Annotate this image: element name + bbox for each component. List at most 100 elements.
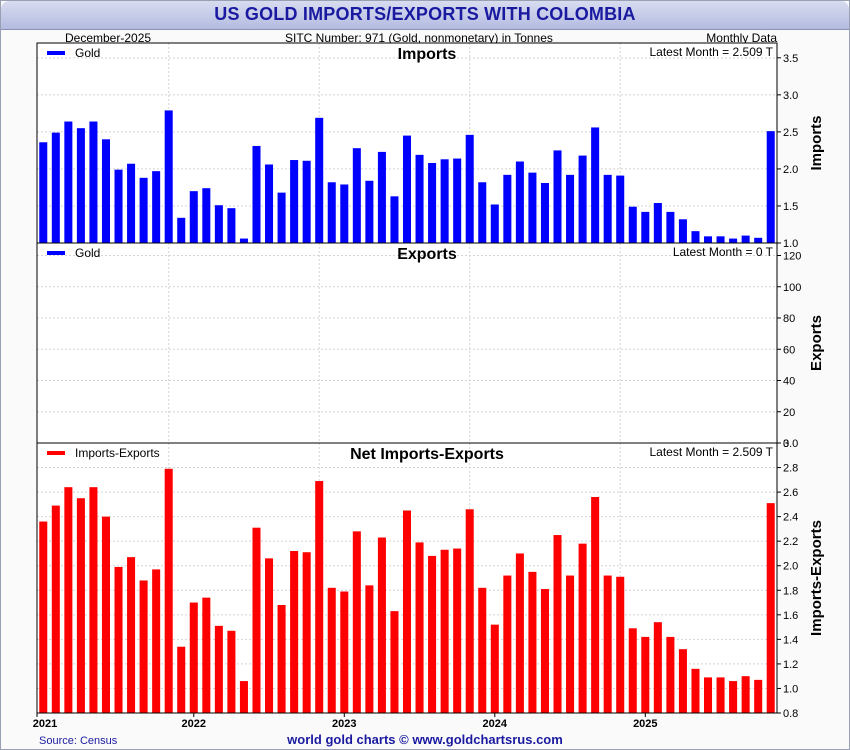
net-bar bbox=[704, 677, 713, 713]
imports-ytick-label: 3.5 bbox=[783, 53, 798, 65]
exports-legend-swatch bbox=[47, 251, 65, 255]
exports-ytick-label: 60 bbox=[783, 344, 795, 356]
net-bar bbox=[290, 551, 299, 713]
imports-bar bbox=[290, 160, 299, 243]
net-ytick-label: 1.4 bbox=[783, 634, 798, 646]
net-bar bbox=[390, 611, 399, 713]
net-bar bbox=[691, 668, 700, 713]
report-date: December-2025 bbox=[65, 31, 152, 45]
imports-bar bbox=[540, 183, 549, 243]
imports-bar bbox=[139, 177, 148, 243]
imports-bar bbox=[214, 205, 223, 243]
net-ytick-label: 3.0 bbox=[783, 438, 798, 450]
imports-bar bbox=[704, 236, 713, 243]
net-bar bbox=[465, 509, 474, 713]
imports-bar bbox=[641, 211, 650, 243]
net-ylabel: Imports-Exports bbox=[808, 520, 825, 636]
imports-bar bbox=[402, 135, 412, 243]
net-ytick-label: 2.0 bbox=[783, 561, 798, 573]
net-bar bbox=[741, 676, 750, 713]
net-ytick-label: 2.2 bbox=[783, 536, 798, 548]
imports-bar bbox=[89, 121, 98, 243]
net-bar bbox=[478, 587, 487, 713]
net-bar bbox=[101, 516, 110, 713]
xtick-year-label: 2023 bbox=[332, 718, 356, 730]
xtick-year-label: 2022 bbox=[182, 718, 206, 730]
imports-bar bbox=[365, 180, 374, 243]
net-bar bbox=[189, 602, 198, 713]
net-ytick-label: 2.6 bbox=[783, 487, 798, 499]
imports-bar bbox=[591, 127, 600, 243]
imports-bar bbox=[415, 154, 424, 243]
imports-latest-label: Latest Month = 2.509 T bbox=[649, 45, 773, 59]
net-bar bbox=[591, 497, 600, 713]
imports-bar bbox=[227, 208, 236, 243]
imports-legend-label: Gold bbox=[75, 46, 100, 60]
imports-bar bbox=[754, 237, 763, 243]
net-ytick-label: 2.4 bbox=[783, 512, 798, 524]
net-bar bbox=[214, 625, 223, 713]
imports-bar bbox=[340, 184, 349, 243]
net-bar bbox=[428, 555, 437, 713]
net-bar bbox=[89, 487, 98, 713]
imports-bar bbox=[553, 150, 562, 243]
net-bar bbox=[616, 576, 625, 713]
imports-bar bbox=[127, 163, 136, 243]
net-bar bbox=[666, 636, 675, 713]
imports-bar bbox=[177, 217, 186, 243]
source-label: Source: Census bbox=[39, 735, 118, 747]
imports-bar bbox=[39, 142, 48, 243]
imports-bar bbox=[189, 191, 198, 243]
exports-ytick-label: 120 bbox=[783, 251, 801, 263]
imports-bar bbox=[114, 169, 123, 243]
net-bar bbox=[402, 510, 412, 713]
net-ytick-label: 1.2 bbox=[783, 659, 798, 671]
net-bar bbox=[415, 542, 424, 713]
imports-bar bbox=[503, 174, 512, 243]
imports-ytick-label: 2.0 bbox=[783, 164, 798, 176]
net-bar bbox=[440, 549, 449, 713]
net-bar bbox=[641, 636, 650, 713]
imports-bar bbox=[352, 148, 361, 243]
exports-ytick-label: 20 bbox=[783, 407, 795, 419]
net-bar bbox=[528, 571, 537, 713]
net-bar bbox=[566, 575, 575, 713]
imports-bar bbox=[164, 110, 173, 243]
net-bar bbox=[227, 630, 236, 713]
imports-bar bbox=[390, 196, 399, 243]
imports-ylabel: Imports bbox=[808, 115, 825, 170]
net-legend-swatch bbox=[47, 451, 65, 455]
net-ytick-label: 0.8 bbox=[783, 708, 798, 720]
net-bar bbox=[540, 589, 549, 713]
net-bar bbox=[716, 677, 725, 713]
net-bar bbox=[302, 552, 311, 713]
title-bar: US GOLD IMPORTS/EXPORTS WITH COLOMBIA bbox=[1, 1, 849, 30]
xtick-year-label: 2024 bbox=[483, 718, 508, 730]
exports-ytick-label: 100 bbox=[783, 282, 801, 294]
imports-bar bbox=[277, 192, 286, 243]
net-ytick-label: 1.8 bbox=[783, 585, 798, 597]
net-bar bbox=[164, 468, 173, 713]
imports-bar bbox=[741, 235, 750, 243]
net-bar bbox=[327, 587, 336, 713]
net-bar bbox=[239, 681, 248, 713]
net-bar bbox=[39, 521, 48, 713]
imports-bar bbox=[515, 161, 524, 243]
net-bar bbox=[127, 557, 136, 713]
frequency-label: Monthly Data bbox=[706, 31, 777, 45]
imports-ytick-label: 2.5 bbox=[783, 127, 798, 139]
exports-ytick-label: 40 bbox=[783, 376, 795, 388]
imports-bar bbox=[440, 159, 449, 243]
net-bar bbox=[628, 628, 637, 713]
net-bar bbox=[729, 681, 738, 713]
imports-bar bbox=[239, 238, 248, 243]
net-bar bbox=[503, 575, 512, 713]
net-bar bbox=[377, 537, 386, 713]
imports-bar bbox=[766, 131, 775, 243]
imports-bar bbox=[302, 160, 311, 243]
imports-bar bbox=[377, 151, 386, 243]
imports-panel-title: Imports bbox=[398, 46, 457, 63]
exports-panel-title: Exports bbox=[397, 246, 457, 263]
imports-bar bbox=[490, 204, 499, 243]
net-bar bbox=[553, 535, 562, 713]
